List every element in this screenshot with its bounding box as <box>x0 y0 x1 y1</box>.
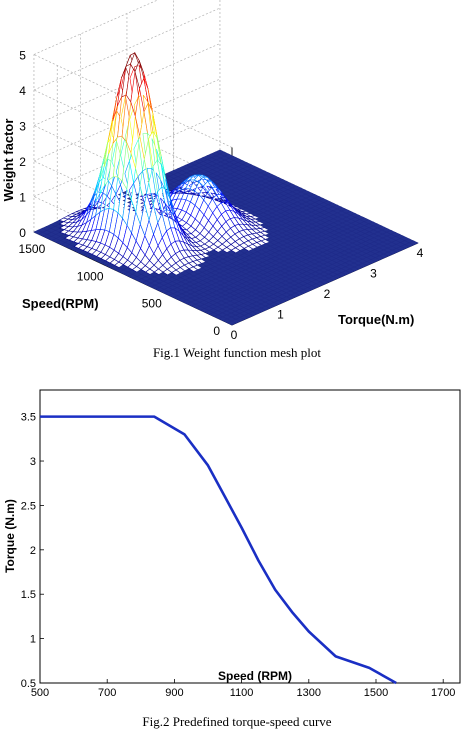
y-tick-label: 2 <box>30 545 36 557</box>
axis-ticks: 500 700 900 1100 1300 1500 1700 0.5 1 1.5 2 2.5 3 3.5 <box>21 412 456 699</box>
torque-speed-line <box>40 415 397 685</box>
x-tick-label: 700 <box>98 687 116 699</box>
torque-tick-label: 0 <box>231 328 238 342</box>
mesh-cell <box>408 240 419 246</box>
x-tick-label: 500 <box>31 687 49 699</box>
torque-tick-label: 2 <box>324 287 331 301</box>
axis-ticks: 0 1 2 3 4 5 0 500 1000 1500 0 1 2 3 4 <box>19 49 424 342</box>
figure-2: 500 700 900 1100 1300 1500 1700 0.5 1 1.5 2 2.5 3 3.5… <box>0 376 474 732</box>
speed-tick-label: 1500 <box>19 242 46 256</box>
figure-1: 0 1 2 3 4 5 0 500 1000 1500 0 1 2 3 4 Weight factor Sp… <box>1 0 424 360</box>
grid-line <box>33 7 221 91</box>
y-tick-label: 3.5 <box>21 412 36 424</box>
speed-tick-label: 1000 <box>77 269 104 283</box>
torque-axis-label: Torque(N.m) <box>338 312 414 327</box>
z-axis-label: Weight factor <box>1 119 16 202</box>
torque-tick-label: 3 <box>370 267 377 281</box>
weight-mesh-plot: 0 1 2 3 4 5 0 500 1000 1500 0 1 2 3 4 Weight factor Sp… <box>1 0 424 342</box>
speed-axis-label: Speed(RPM) <box>22 296 99 311</box>
speed-tick-label: 500 <box>142 297 162 311</box>
z-tick-label: 4 <box>19 84 26 98</box>
torque-tick-label: 4 <box>417 246 424 260</box>
figure-1-caption: Fig.1 Weight function mesh plot <box>152 345 322 360</box>
z-tick-label: 5 <box>19 49 26 63</box>
y-tick-label: 1 <box>30 634 36 646</box>
weight-surface-mesh <box>33 52 419 326</box>
x-tick-label: 1500 <box>364 687 388 699</box>
x-axis-label: Speed (RPM) <box>218 669 292 683</box>
figure-2-caption: Fig.2 Predefined torque-speed curve <box>142 714 332 729</box>
y-axis-label: Torque (N.m) <box>3 499 17 573</box>
speed-tick-label: 0 <box>213 324 220 338</box>
y-tick-label: 2.5 <box>21 500 36 512</box>
z-tick-label: 3 <box>19 120 26 134</box>
x-tick-label: 1700 <box>431 687 455 699</box>
x-tick-label: 1300 <box>297 687 321 699</box>
plot-frame <box>39 389 461 684</box>
grid-line <box>33 0 159 55</box>
x-tick-label: 900 <box>165 687 183 699</box>
y-tick-label: 0.5 <box>21 678 36 690</box>
torque-speed-chart: 500 700 900 1100 1300 1500 1700 0.5 1 1.5 2 2.5 3 3.5… <box>3 389 461 699</box>
z-tick-label: 2 <box>19 155 26 169</box>
y-tick-label: 1.5 <box>21 589 36 601</box>
x-tick-label: 1100 <box>230 687 254 699</box>
z-tick-label: 0 <box>19 226 26 240</box>
z-tick-label: 1 <box>19 191 26 205</box>
y-tick-label: 3 <box>30 456 36 468</box>
torque-tick-label: 1 <box>277 308 284 322</box>
